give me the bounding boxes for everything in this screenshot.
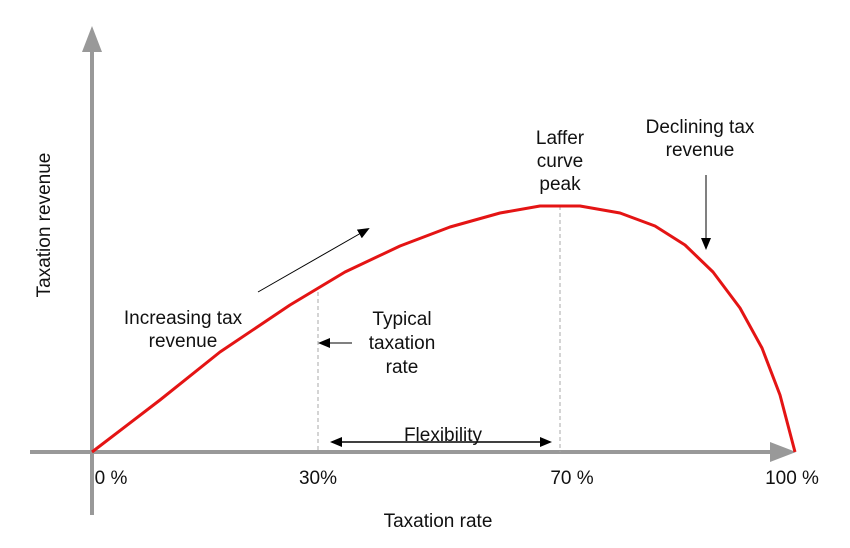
increasing-arrow [257,228,370,293]
annotation-line: revenue [666,140,735,161]
annotation-line: revenue [149,331,218,352]
y-axis-label: Taxation revenue [34,153,55,298]
laffer-curve [91,204,797,454]
annotation-line: Increasing tax [124,308,243,329]
x-tick: 30% [299,468,337,489]
annotation-line: Declining tax [646,117,755,138]
annotation-line: Typical [372,309,431,330]
x-tick: 70 % [550,468,593,489]
x-tick: 0 % [95,468,128,489]
x-tick: 100 % [765,468,819,489]
x-axis-label: Taxation rate [384,511,493,532]
annotation-line: Laffer [536,128,585,149]
annotation-line: curve [537,151,583,172]
annotation-line: peak [539,174,581,195]
x-axis-arrow [770,442,796,462]
y-axis-arrow [82,26,102,52]
annotation-line: rate [386,357,419,378]
flexibility-label: Flexibility [404,425,483,446]
annotation-line: taxation [369,333,436,354]
